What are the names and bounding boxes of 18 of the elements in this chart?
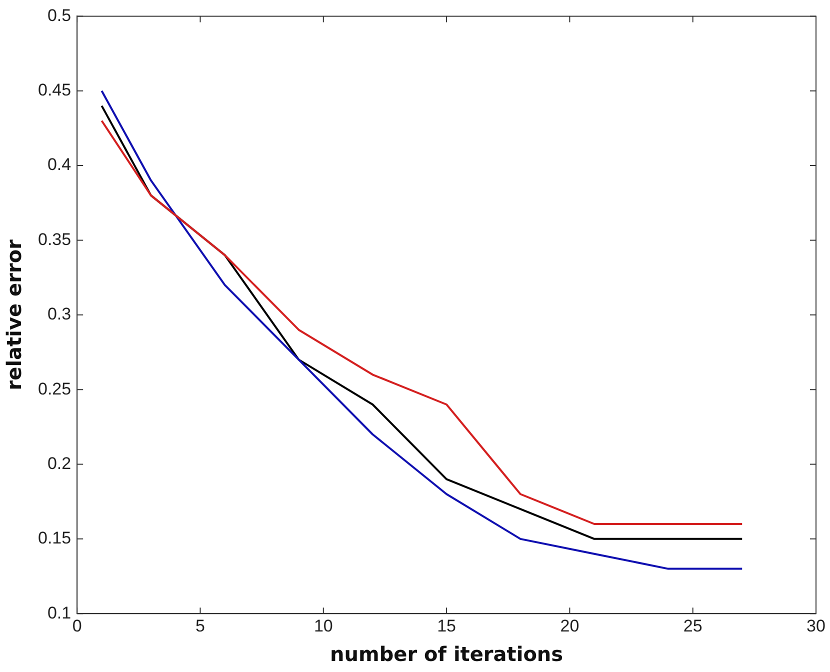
x-tick-label: 20: [560, 616, 580, 636]
x-tick-label: 30: [806, 616, 826, 636]
x-axis-title: number of iterations: [330, 642, 564, 666]
y-tick-label: 0.5: [47, 6, 72, 25]
y-tick-label: 0.25: [38, 379, 72, 398]
y-tick-label: 0.4: [47, 155, 72, 174]
y-tick-label: 0.15: [38, 528, 72, 548]
y-tick-label: 0.3: [47, 304, 72, 324]
y-tick-label: 0.2: [47, 454, 72, 473]
y-tick-label: 0.35: [38, 230, 72, 249]
y-tick-label: 0.45: [38, 80, 72, 100]
x-tick-label: 25: [683, 616, 702, 636]
x-tick-label: 15: [437, 616, 456, 636]
y-tick-label: 0.1: [47, 603, 72, 622]
x-tick-label: 0: [72, 616, 82, 636]
y-axis-title: relative error: [2, 239, 26, 390]
x-tick-label: 10: [314, 616, 333, 636]
x-tick-label: 5: [196, 616, 205, 636]
